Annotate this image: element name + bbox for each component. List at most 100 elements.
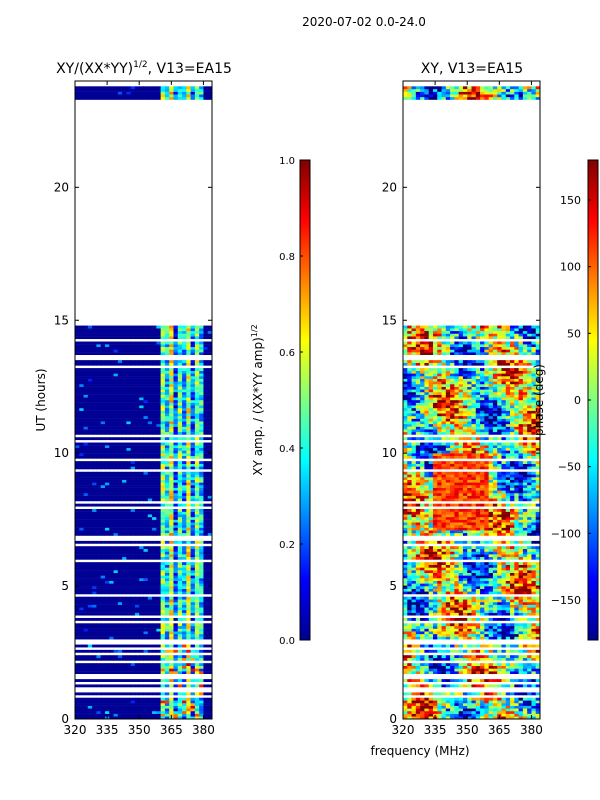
heatmap-cell: [134, 352, 140, 356]
heatmap-cell: [190, 386, 196, 390]
heatmap-cell: [424, 644, 430, 648]
heatmap-cell: [156, 599, 162, 603]
heatmap-cell: [83, 703, 89, 706]
heatmap-cell: [147, 450, 153, 454]
heatmap-cell: [471, 655, 477, 659]
heatmap-cell: [160, 349, 166, 353]
heatmap-cell: [100, 575, 106, 579]
heatmap-cell: [92, 697, 97, 701]
heatmap-cell: [79, 402, 84, 406]
heatmap-cell: [501, 679, 507, 682]
heatmap-cell: [92, 362, 97, 366]
heatmap-cell: [113, 461, 119, 464]
heatmap-cell: [87, 596, 93, 600]
heatmap-cell: [203, 623, 209, 627]
heatmap-cell: [156, 368, 162, 371]
heatmap-cell: [194, 349, 200, 353]
heatmap-cell: [156, 426, 162, 430]
heatmap-cell: [147, 437, 153, 441]
heatmap-cell: [130, 423, 136, 427]
heatmap-cell: [203, 570, 209, 573]
heatmap-cell: [177, 405, 183, 409]
heatmap-cell: [160, 429, 166, 433]
heatmap-cell: [514, 684, 519, 688]
heatmap-cell: [450, 705, 455, 709]
heatmap-cell: [164, 370, 170, 374]
heatmap-cell: [156, 623, 162, 627]
heatmap-cell: [147, 564, 153, 568]
heatmap-cell: [471, 713, 477, 717]
heatmap-cell: [190, 407, 196, 411]
heatmap-cell: [492, 644, 498, 648]
heatmap-cell: [203, 330, 209, 334]
heatmap-cell: [164, 410, 170, 414]
heatmap-cell: [531, 631, 537, 635]
heatmap-cell: [194, 530, 200, 534]
heatmap-cell: [100, 570, 106, 573]
heatmap-cell: [186, 370, 191, 374]
heatmap-cell: [480, 631, 485, 635]
heatmap-cell: [160, 567, 166, 571]
heatmap-cell: [182, 328, 187, 332]
heatmap-cell: [182, 586, 187, 589]
heatmap-cell: [190, 368, 196, 371]
heatmap-cell: [83, 527, 89, 531]
heatmap-cell: [100, 376, 106, 379]
heatmap-cell: [122, 697, 127, 701]
heatmap-cell: [420, 665, 425, 669]
heatmap-cell: [522, 671, 528, 675]
heatmap-cell: [445, 633, 451, 637]
heatmap-cell: [475, 716, 481, 719]
heatmap-cell: [96, 349, 102, 353]
heatmap-cell: [199, 633, 204, 637]
heatmap-cell: [182, 447, 187, 451]
heatmap-cell: [92, 461, 97, 464]
heatmap-cell: [147, 591, 153, 595]
heatmap-cell: [454, 617, 460, 621]
heatmap-cell: [164, 578, 170, 581]
heatmap-cell: [126, 445, 132, 449]
heatmap-cell: [75, 713, 80, 717]
heatmap-cell: [186, 700, 191, 704]
heatmap-cell: [497, 679, 502, 682]
heatmap-cell: [92, 596, 97, 600]
heatmap-cell: [182, 349, 187, 353]
heatmap-cell: [194, 663, 200, 667]
heatmap-cell: [92, 352, 97, 356]
heatmap-cell: [87, 657, 93, 661]
heatmap-cell: [79, 578, 84, 581]
heatmap-cell: [505, 633, 511, 637]
heatmap-cell: [177, 617, 183, 621]
heatmap-cell: [147, 330, 153, 334]
heatmap-cell: [126, 362, 132, 366]
heatmap-cell: [462, 705, 468, 709]
heatmap-cell: [117, 540, 123, 544]
heatmap-cell: [139, 405, 144, 409]
heatmap-cell: [177, 524, 183, 528]
heatmap-cell: [186, 445, 191, 449]
heatmap-cell: [194, 586, 200, 589]
heatmap-cell: [164, 400, 170, 403]
heatmap-cell: [190, 546, 196, 550]
heatmap-cell: [143, 447, 149, 451]
heatmap-cell: [126, 426, 132, 430]
heatmap-cell: [79, 668, 84, 672]
heatmap-cell: [83, 421, 89, 425]
heatmap-cell: [104, 580, 110, 584]
heatmap-cell: [169, 570, 174, 573]
heatmap-cell: [79, 360, 84, 363]
heatmap-cell: [113, 623, 119, 627]
heatmap-cell: [83, 466, 89, 470]
heatmap-cell: [186, 482, 191, 486]
heatmap-cell: [147, 394, 153, 398]
heatmap-cell: [122, 663, 127, 667]
heatmap-cell: [194, 341, 200, 345]
heatmap-cell: [156, 711, 162, 714]
heatmap-cell: [462, 700, 468, 704]
heatmap-cell: [169, 88, 174, 92]
heatmap-cell: [164, 413, 170, 417]
heatmap-cell: [79, 575, 84, 579]
heatmap-cell: [199, 479, 204, 483]
heatmap-cell: [199, 644, 204, 648]
